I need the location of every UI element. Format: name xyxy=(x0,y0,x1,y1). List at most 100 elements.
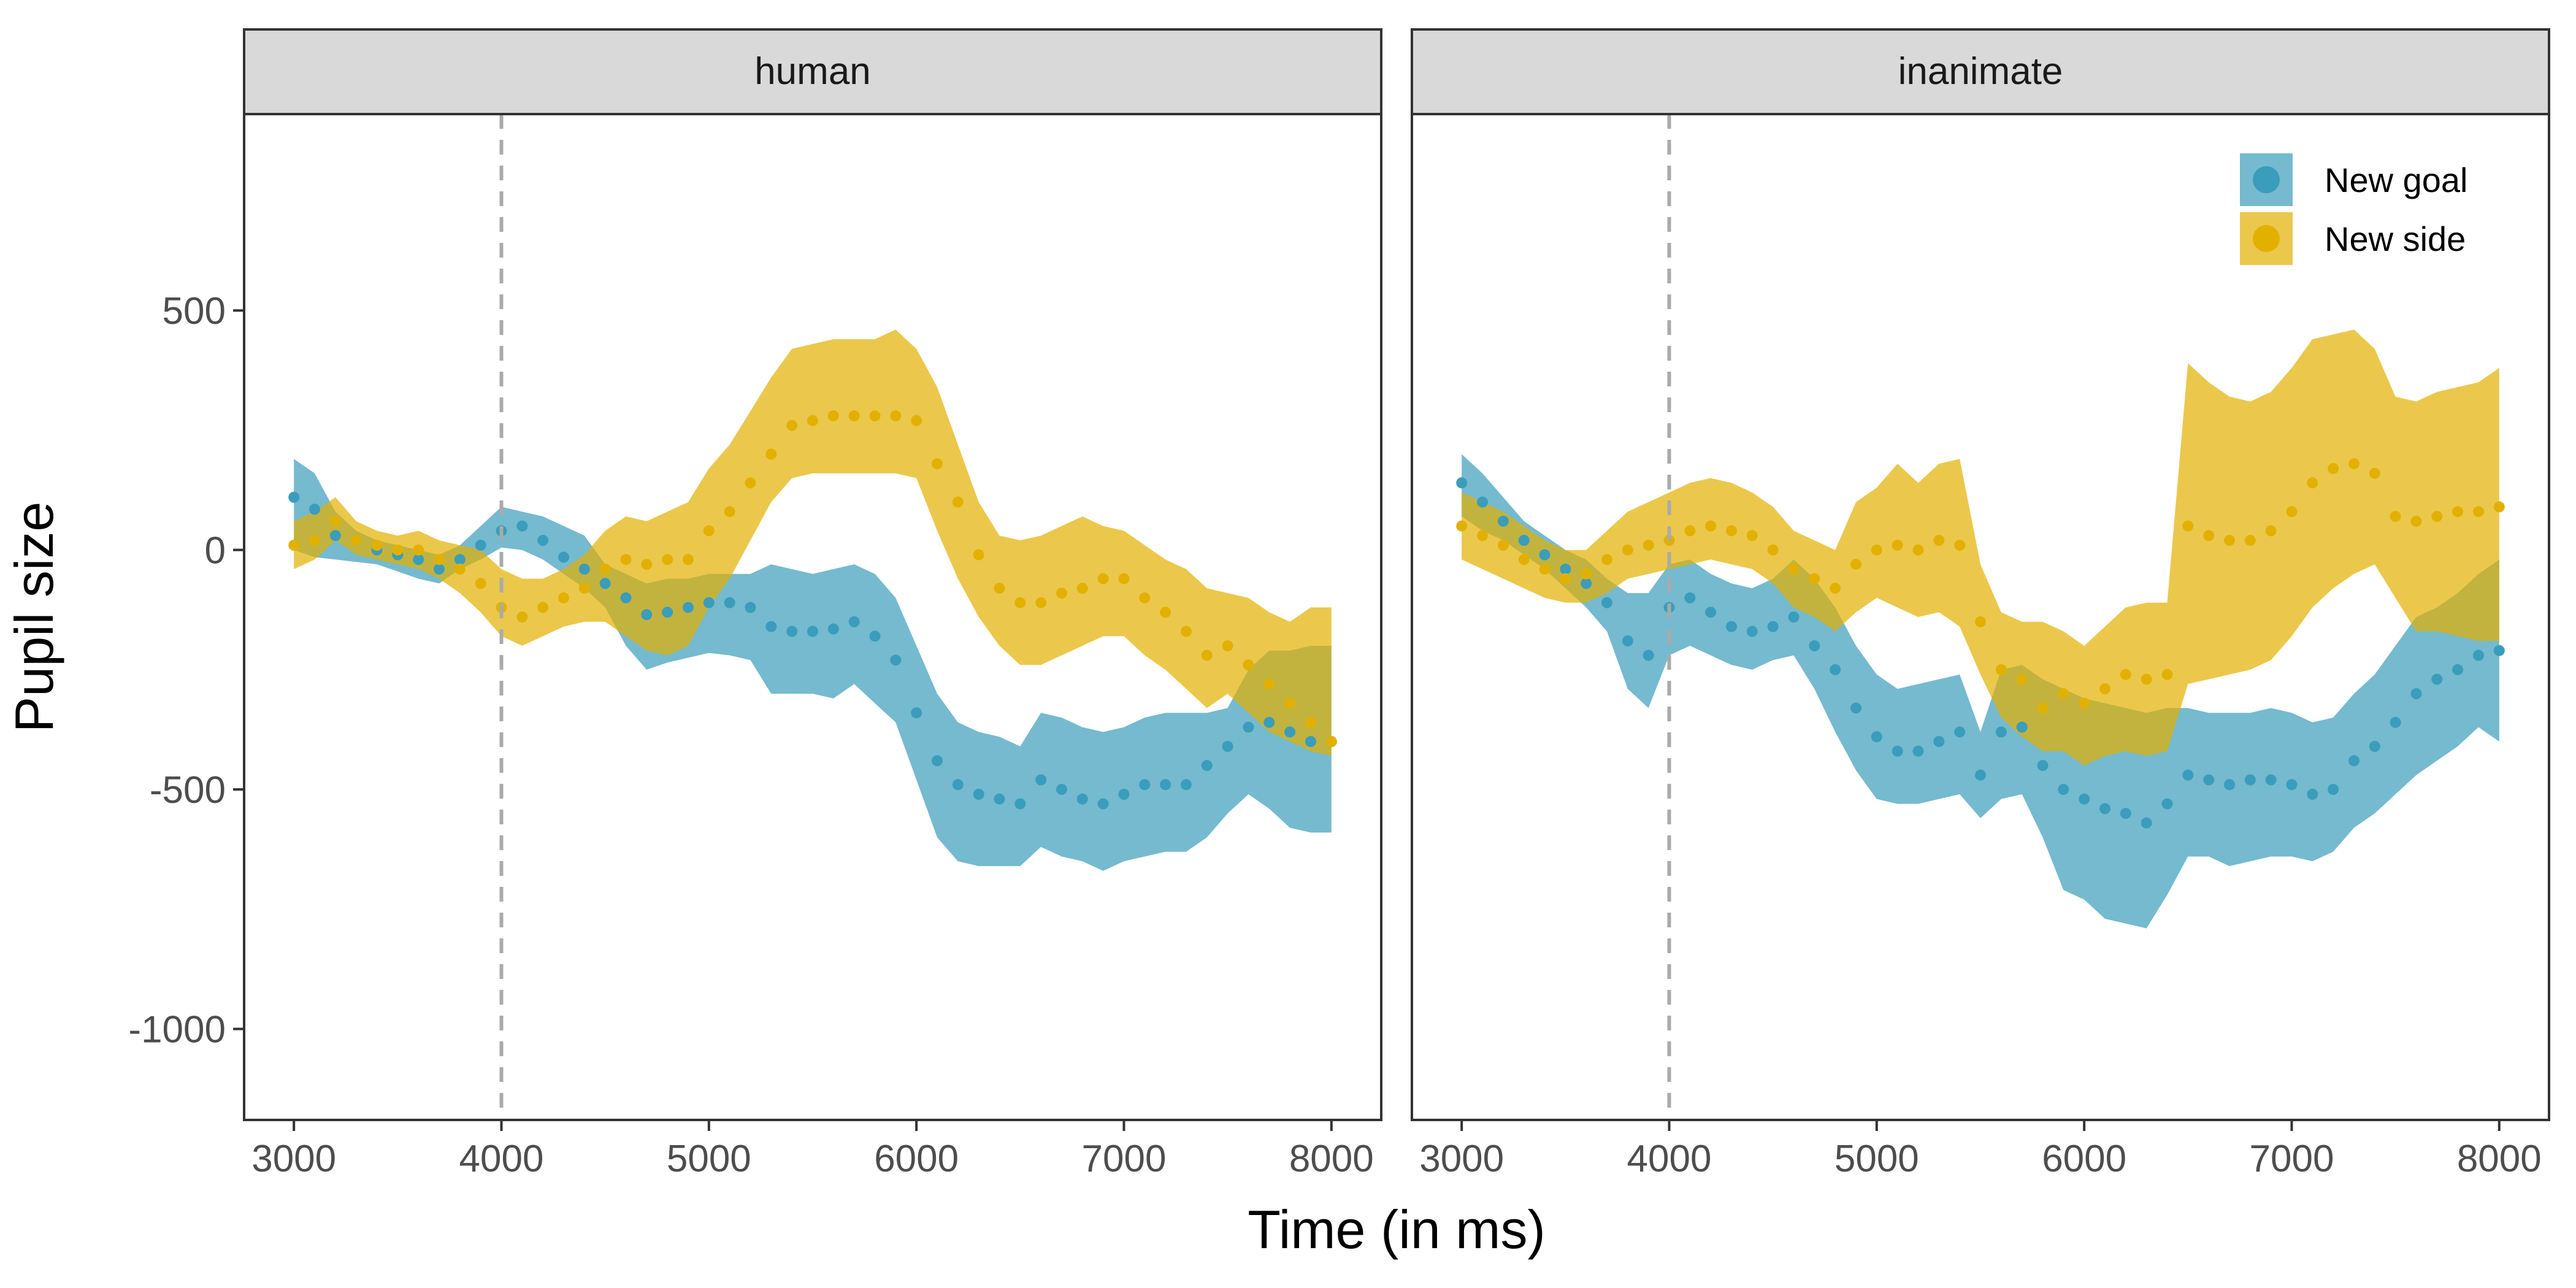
point-new-side-human xyxy=(516,611,528,623)
point-new-goal-inanimate xyxy=(2099,803,2110,815)
x-tick-label-8000-inanimate: 8000 xyxy=(2457,1138,2542,1180)
point-new-side-inanimate xyxy=(2431,511,2443,522)
point-new-goal-inanimate xyxy=(2161,798,2173,810)
point-new-side-human xyxy=(765,448,777,460)
point-new-goal-human xyxy=(309,504,320,515)
point-new-goal-human xyxy=(1076,793,1088,805)
point-new-goal-inanimate xyxy=(1995,726,2007,738)
point-new-side-inanimate xyxy=(1767,544,1779,556)
point-new-side-inanimate xyxy=(1684,525,1696,537)
point-new-goal-human xyxy=(932,755,943,767)
point-new-goal-human xyxy=(413,554,424,565)
point-new-goal-human xyxy=(1097,798,1109,810)
x-axis-inanimate: 3000 4000 5000 6000 7000 8000 xyxy=(1419,1120,2542,1180)
point-new-side-inanimate xyxy=(2286,506,2298,518)
strip-background-human xyxy=(243,28,1382,115)
point-new-side-human xyxy=(1222,640,1233,651)
point-new-side-human xyxy=(1284,697,1296,709)
point-new-goal-inanimate xyxy=(1788,611,1800,623)
point-new-side-human xyxy=(599,563,611,575)
point-new-side-inanimate xyxy=(1788,563,1800,575)
point-new-side-inanimate xyxy=(2328,462,2339,474)
point-new-goal-human xyxy=(288,491,300,503)
point-new-goal-inanimate xyxy=(2016,721,2028,733)
point-new-goal-human xyxy=(1243,721,1254,733)
point-new-goal-human xyxy=(1181,779,1192,791)
x-tick-label-5000-inanimate: 5000 xyxy=(1834,1138,1919,1180)
point-new-goal-human xyxy=(1222,740,1233,752)
point-new-goal-human xyxy=(745,602,756,613)
point-new-side-human xyxy=(1160,607,1171,618)
point-new-side-inanimate xyxy=(2348,458,2359,470)
x-tick-label-6000-inanimate: 6000 xyxy=(2042,1138,2126,1180)
point-new-side-human xyxy=(1201,650,1213,661)
point-new-side-human xyxy=(848,410,860,421)
point-new-goal-human xyxy=(1035,774,1047,786)
point-new-goal-human xyxy=(1056,784,1067,795)
point-new-goal-human xyxy=(475,539,486,551)
point-new-goal-human xyxy=(1284,726,1296,738)
x-axis-human: 3000 4000 5000 6000 7000 8000 xyxy=(251,1120,1374,1180)
point-new-goal-inanimate xyxy=(1581,578,1592,589)
point-new-goal-inanimate xyxy=(2120,808,2131,819)
point-new-side-inanimate xyxy=(2141,673,2152,685)
point-new-side-inanimate xyxy=(1809,573,1820,585)
point-new-goal-human xyxy=(973,789,984,800)
x-tick-label-5000-human: 5000 xyxy=(667,1138,751,1180)
panel-title-human: human xyxy=(754,50,871,93)
point-new-goal-human xyxy=(807,626,818,637)
point-new-side-inanimate xyxy=(1518,554,1530,565)
series-layer-inanimate xyxy=(1456,329,2505,929)
point-new-goal-inanimate xyxy=(1871,731,1882,743)
point-new-goal-inanimate xyxy=(1746,626,1758,637)
point-new-side-human xyxy=(1263,678,1275,690)
point-new-side-inanimate xyxy=(1560,573,1571,585)
point-new-goal-inanimate xyxy=(2141,817,2152,829)
point-new-goal-inanimate xyxy=(2473,650,2484,661)
point-new-goal-inanimate xyxy=(1933,736,1945,747)
point-new-side-inanimate xyxy=(1497,539,1509,551)
point-new-side-human xyxy=(392,544,404,556)
point-new-side-inanimate xyxy=(2182,520,2194,532)
point-new-side-human xyxy=(952,496,964,508)
point-new-side-inanimate xyxy=(1933,535,1945,546)
point-new-side-human xyxy=(350,535,362,546)
point-new-goal-human xyxy=(890,654,902,666)
point-new-side-inanimate xyxy=(1871,544,1882,556)
point-new-side-human xyxy=(890,410,902,421)
point-new-goal-inanimate xyxy=(2203,774,2215,786)
point-new-side-inanimate xyxy=(2120,669,2131,680)
point-new-side-human xyxy=(558,592,569,604)
point-new-goal-human xyxy=(994,793,1005,805)
point-new-goal-inanimate xyxy=(1456,477,1468,489)
point-new-goal-human xyxy=(765,621,777,632)
point-new-side-inanimate xyxy=(1850,559,1861,570)
point-new-goal-inanimate xyxy=(1912,745,1924,757)
point-new-side-human xyxy=(1305,716,1316,728)
point-new-side-human xyxy=(371,539,383,551)
point-new-goal-human xyxy=(599,578,611,589)
point-new-goal-human xyxy=(537,535,549,546)
point-new-side-human xyxy=(641,559,653,570)
point-new-goal-human xyxy=(641,609,653,621)
ribbon-new-goal-inanimate xyxy=(1462,454,2499,929)
legend-dot-new-goal xyxy=(2253,166,2280,193)
point-new-side-inanimate xyxy=(1643,539,1654,551)
point-new-side-human xyxy=(1139,592,1151,604)
ribbon-new-side-inanimate xyxy=(1462,329,2499,766)
plot-border-human xyxy=(243,113,1382,1121)
series-layer-human xyxy=(288,329,1337,871)
point-new-side-inanimate xyxy=(1912,544,1924,556)
point-new-side-inanimate xyxy=(2473,506,2484,518)
point-new-goal-inanimate xyxy=(1684,592,1696,604)
point-new-side-human xyxy=(1325,736,1337,747)
point-new-side-inanimate xyxy=(1622,544,1633,556)
point-new-goal-inanimate xyxy=(2224,779,2235,791)
point-new-side-human xyxy=(1035,597,1047,608)
point-new-goal-human xyxy=(620,592,632,604)
point-new-side-human xyxy=(537,602,549,613)
point-new-goal-inanimate xyxy=(2182,769,2194,781)
legend-dot-new-side xyxy=(2253,225,2280,252)
point-new-goal-human xyxy=(578,563,590,575)
point-new-side-inanimate xyxy=(1892,539,1903,551)
